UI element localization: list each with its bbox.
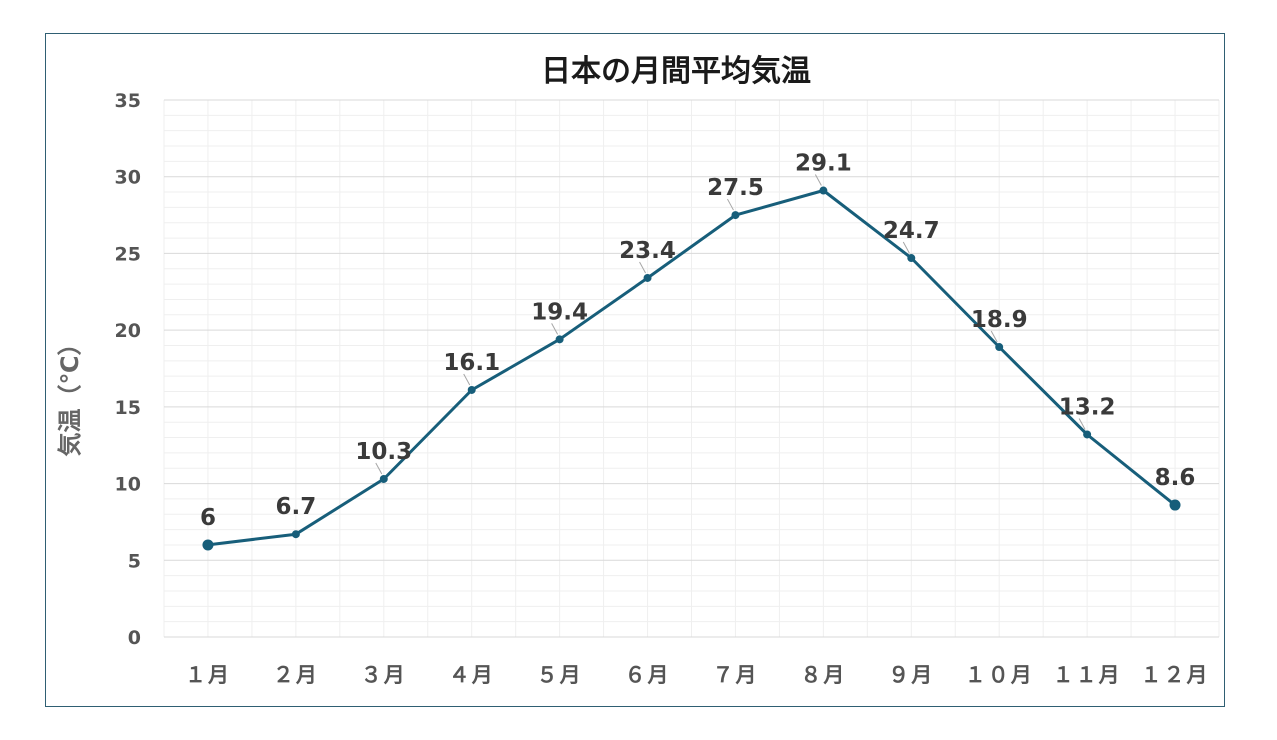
label-leader-line [375,462,383,475]
data-point [819,186,828,195]
y-tick-label: 15 [115,397,141,419]
data-labels: 6 6.7 10.3 16.1 19.4 23.4 27.5 29.1 24.7 18.9 13.2… [200,151,1195,531]
data-label: 16.1 [443,350,500,376]
data-point [643,273,652,282]
chart-title: 日本の月間平均気温 [541,54,811,89]
label-leader-line [1078,418,1086,430]
x-tick-label: １０月 [965,663,1034,687]
x-tick-label: ９月 [888,663,934,687]
data-label: 18.9 [971,307,1028,333]
y-tick-label: 10 [115,474,141,496]
y-axis-ticks: 0 5 10 15 20 25 30 35 [115,90,141,649]
data-label: 27.5 [707,175,764,201]
label-leader-line [551,323,559,335]
data-point [731,211,740,220]
x-tick-label: ３月 [361,663,407,687]
x-tick-label: １１月 [1053,663,1122,687]
data-point [1083,430,1092,439]
y-axis-label: 気温（℃） [56,331,84,456]
data-label: 29.1 [795,151,852,177]
x-axis-ticks: １月 ２月 ３月 ４月 ５月 ６月 ７月 ８月 ９月 １０月 １１月 １２月 [185,663,1210,687]
data-point [202,539,214,551]
data-label: 8.6 [1155,465,1196,491]
x-tick-label: ７月 [712,663,758,687]
data-point [1169,499,1181,511]
x-tick-label: ８月 [800,663,846,687]
label-leader-line [902,241,910,254]
series-line [207,189,1176,547]
y-tick-label: 5 [128,550,141,572]
data-point [467,385,476,394]
data-label: 13.2 [1059,394,1116,420]
label-leader-line [463,373,471,386]
x-tick-label: ２月 [273,663,319,687]
x-tick-label: ５月 [537,663,583,687]
data-label: 23.4 [619,238,676,264]
data-point [291,530,300,539]
y-tick-label: 0 [128,627,141,649]
label-leader-line [639,261,646,274]
x-tick-label: １２月 [1141,663,1210,687]
data-point [995,343,1004,352]
x-tick-label: ４月 [449,663,495,687]
label-leader-line [990,330,998,343]
data-point [555,335,564,344]
y-tick-label: 25 [115,243,141,265]
x-tick-label: １月 [185,663,231,687]
data-point [907,254,916,263]
data-label: 10.3 [355,439,412,465]
y-tick-label: 30 [115,167,141,189]
y-tick-label: 20 [115,320,141,342]
y-tick-label: 35 [115,90,141,112]
series-temperature [202,186,1181,551]
data-label: 19.4 [531,299,588,325]
line-chart: 日本の月間平均気温 気温（℃） 0 5 10 15 20 25 30 35 １月 ２月 ３月 ４月 ５… [56,54,1220,687]
data-label: 6.7 [276,494,317,520]
data-point [379,474,388,483]
gridlines [163,99,1220,638]
x-tick-label: ６月 [625,663,671,687]
data-label: 24.7 [883,218,940,244]
label-leader-line [727,198,734,211]
data-label: 6 [200,505,216,531]
chart-frame: 日本の月間平均気温 気温（℃） 0 5 10 15 20 25 30 35 １月 ２月 ３月 ４月 ５… [45,33,1225,707]
label-leader-line [814,174,822,186]
